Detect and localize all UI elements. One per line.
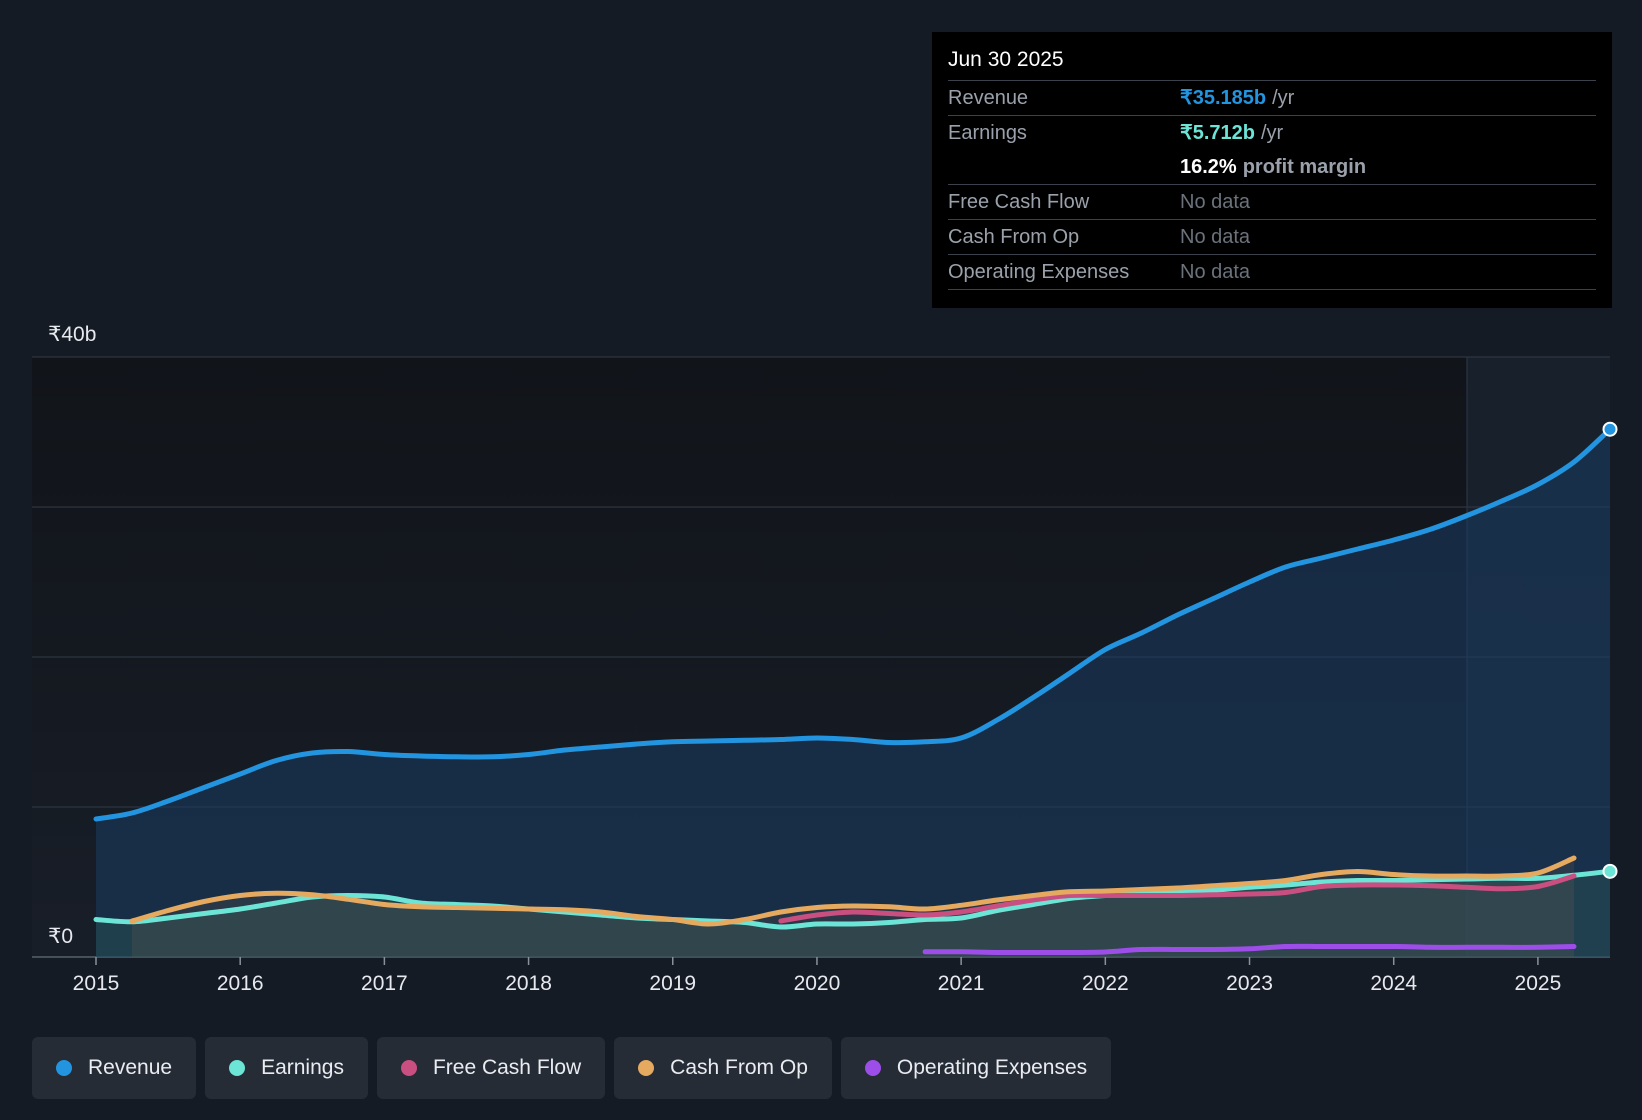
legend-cfo-dot-icon <box>638 1060 655 1076</box>
tooltip-date: Jun 30 2025 <box>948 46 1596 81</box>
x-tick-label: 2016 <box>217 972 264 995</box>
tooltip-opex-label: Operating Expenses <box>948 261 1130 283</box>
legend-fcf-dot-icon <box>400 1060 417 1076</box>
x-tick-label: 2018 <box>505 972 552 995</box>
legend-fcf-label: Free Cash Flow <box>432 1056 582 1079</box>
tooltip-earnings-row: Earnings ₹5.712b/yr <box>948 116 1596 150</box>
legend-opex-dot-icon <box>864 1060 881 1076</box>
tooltip-fcf-label: Free Cash Flow <box>948 191 1090 213</box>
tooltip-margin-value: 16.2% <box>1180 156 1237 178</box>
x-tick-label: 2023 <box>1226 972 1273 995</box>
tooltip-revenue-label: Revenue <box>948 87 1029 109</box>
legend-opex-label: Operating Expenses <box>896 1056 1088 1079</box>
tooltip-revenue-row: Revenue ₹35.185b/yr <box>948 81 1596 116</box>
tooltip-opex-row: Operating Expenses No data <box>948 255 1596 290</box>
legend-earnings-dot-icon <box>229 1060 246 1076</box>
legend: Revenue Earnings Free Cash Flow Cash Fro… <box>32 1037 1112 1099</box>
legend-earnings-label: Earnings <box>261 1056 344 1079</box>
tooltip-cfo-label: Cash From Op <box>948 226 1080 248</box>
tooltip-fcf-row: Free Cash Flow No data <box>948 185 1596 220</box>
tooltip-margin-label: profit margin <box>1242 156 1367 178</box>
legend-earnings-button[interactable]: Earnings <box>205 1037 368 1099</box>
free-cash-flow-line <box>778 873 1577 924</box>
tooltip-earnings-unit: /yr <box>1261 122 1284 144</box>
revenue-endpoint <box>1602 421 1618 437</box>
tooltip-fcf-value: No data <box>1180 191 1251 213</box>
y-tick-label: ₹40b <box>48 323 96 346</box>
tooltip-revenue-value: ₹35.185b <box>1180 87 1267 109</box>
x-tick-label: 2025 <box>1515 972 1562 995</box>
legend-revenue-label: Revenue <box>88 1056 173 1079</box>
x-tick-label: 2024 <box>1370 972 1417 995</box>
revenue-line <box>93 426 1613 822</box>
tooltip-opex-value: No data <box>1180 261 1251 283</box>
legend-revenue-button[interactable]: Revenue <box>32 1037 197 1099</box>
x-tick-label: 2022 <box>1082 972 1129 995</box>
y-tick-label: ₹0 <box>48 925 73 948</box>
legend-cfo-label: Cash From Op <box>670 1056 808 1079</box>
tooltip-margin-row: 16.2% profit margin <box>948 150 1596 185</box>
cash-from-op-line <box>129 855 1577 927</box>
x-tick-label: 2015 <box>73 972 120 995</box>
x-tick-label: 2021 <box>938 972 985 995</box>
tooltip-panel: Jun 30 2025 Revenue ₹35.185b/yr Earnings… <box>932 32 1612 308</box>
chart-area: ₹40b ₹0 2015 2016 2017 2018 2019 2020 2021 2022 2… <box>32 323 1618 995</box>
revenue-area <box>96 429 1610 957</box>
legend-opex-button[interactable]: Operating Expenses <box>840 1037 1112 1099</box>
earnings-endpoint <box>1602 863 1618 879</box>
legend-cfo-button[interactable]: Cash From Op <box>614 1037 832 1099</box>
tooltip-earnings-label: Earnings <box>948 122 1027 144</box>
x-tick-label: 2020 <box>794 972 841 995</box>
legend-fcf-button[interactable]: Free Cash Flow <box>376 1037 606 1099</box>
tooltip-cfo-value: No data <box>1180 226 1251 248</box>
legend-revenue-dot-icon <box>56 1060 72 1076</box>
operating-expenses-line <box>922 943 1577 956</box>
tooltip-earnings-value: ₹5.712b <box>1180 122 1255 144</box>
tooltip-cfo-row: Cash From Op No data <box>948 220 1596 255</box>
earnings-line <box>93 868 1613 930</box>
x-tick-label: 2019 <box>649 972 696 995</box>
tooltip-revenue-unit: /yr <box>1272 87 1295 109</box>
x-tick-label: 2017 <box>361 972 408 995</box>
